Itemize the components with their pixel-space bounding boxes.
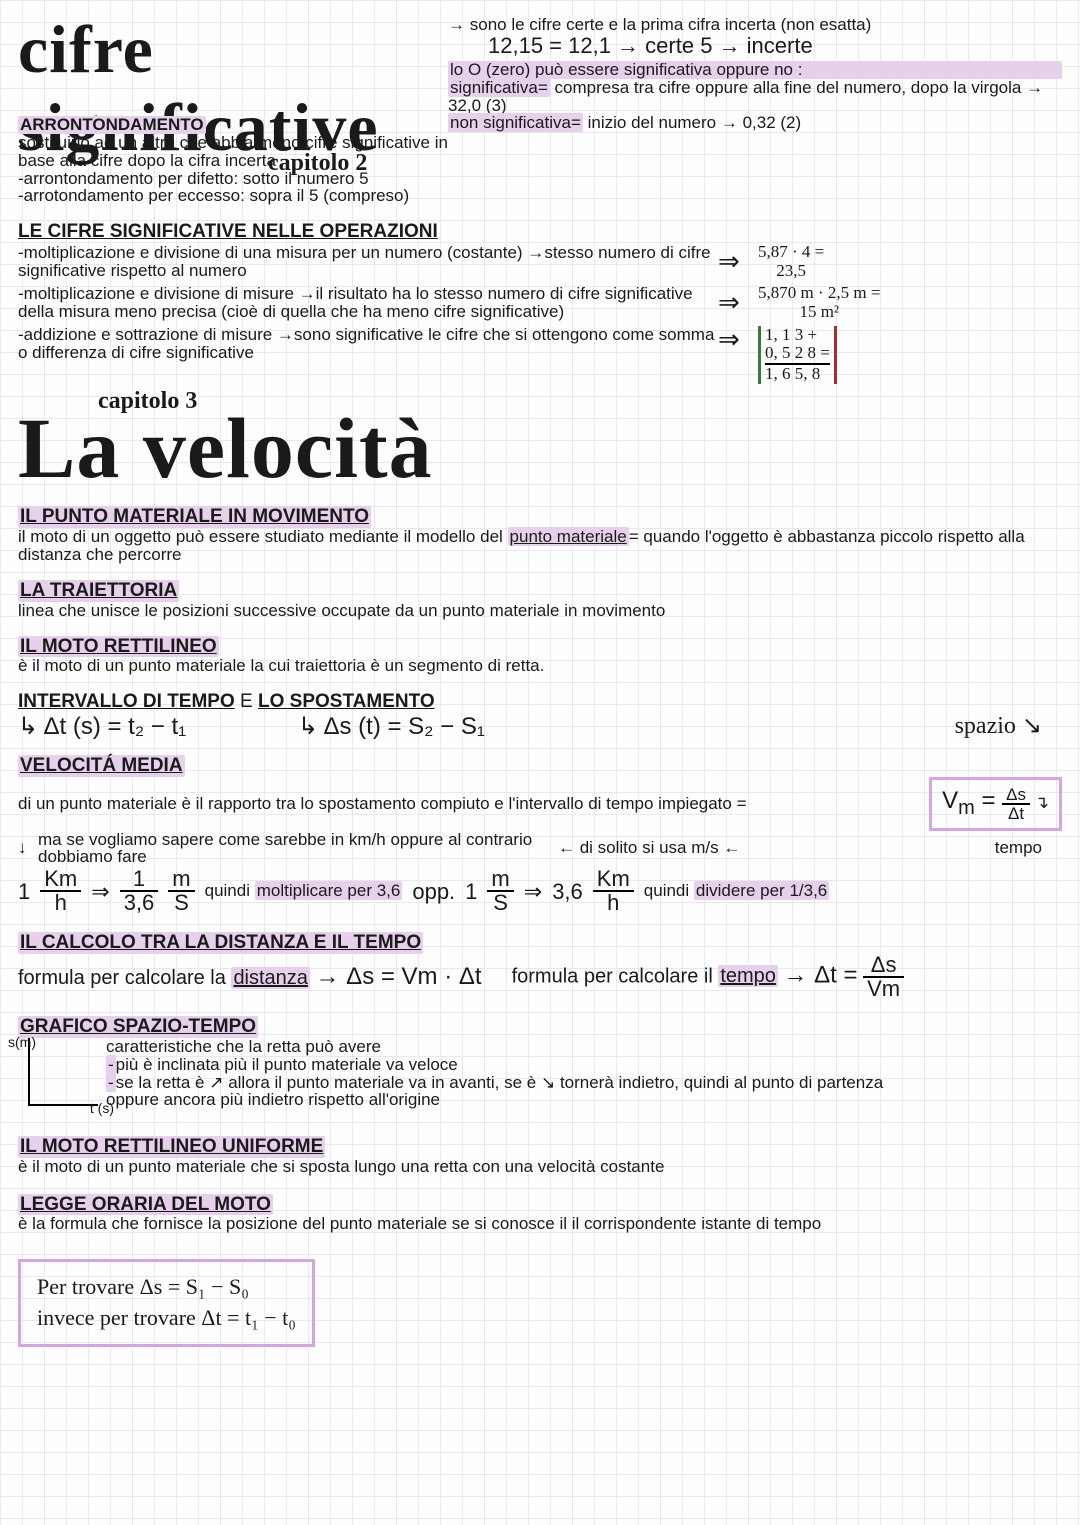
ops-m3-calc: 1, 1 3 + 0, 5 2 8 = 1, 6 5, 8 [758, 326, 837, 384]
s3-head: IL MOTO RETTILINEO [18, 636, 219, 658]
ops-m2-calc: 5,870 m · 2,5 m = 15 m² [758, 284, 880, 321]
s5: VELOCITÁ MEDIA di un punto materiale è i… [18, 747, 1062, 915]
s6: IL CALCOLO TRA LA DISTANZA E IL TEMPO fo… [18, 924, 1062, 1000]
arr-head: ARRONTONDAMENTO [18, 116, 206, 134]
example-digits: 12,15 = 12,1 → certe 5 → incerte [448, 34, 1062, 57]
s2: LA TRAIETTORIA linea che unisce le posiz… [18, 572, 1062, 620]
intro-right: → sono le cifre certe e la prima cifra i… [448, 16, 1062, 34]
s2-head: LA TRAIETTORIA [18, 580, 179, 602]
s6-head: IL CALCOLO TRA LA DISTANZA E IL TEMPO [18, 932, 423, 954]
ops-head: LE CIFRE SIGNIFICATIVE NELLE OPERAZIONI [18, 221, 438, 243]
s3: IL MOTO RETTILINEO è il moto di un punto… [18, 628, 1062, 676]
s8-head: IL MOTO RETTILINEO UNIFORME [18, 1136, 325, 1158]
s8: IL MOTO RETTILINEO UNIFORME è il moto di… [18, 1128, 1062, 1176]
space-time-graph: s(m) t (s) [18, 1038, 98, 1118]
zero-rule: lo O (zero) può essere significativa opp… [448, 61, 1062, 79]
title-ch3: La velocità [18, 399, 433, 498]
ops-m1: -moltiplicazione e divisione di una misu… [18, 244, 718, 280]
s7-head: GRAFICO SPAZIO-TEMPO [18, 1016, 258, 1038]
formula-ds: ↳ Δs (t) = S₂ − S₁ [298, 713, 598, 741]
s5-head: VELOCITÁ MEDIA [18, 755, 185, 777]
s1: IL PUNTO MATERIALE IN MOVIMENTO il moto … [18, 498, 1062, 564]
final-formula-box: Per trovare Δs = S₁ − S₀ invece per trov… [18, 1259, 315, 1347]
s7: GRAFICO SPAZIO-TEMPO s(m) t (s) caratter… [18, 1008, 1062, 1118]
ops-block: LE CIFRE SIGNIFICATIVE NELLE OPERAZIONI … [18, 213, 1062, 384]
s1-head: IL PUNTO MATERIALE IN MOVIMENTO [18, 506, 371, 528]
tempo-label: tempo [982, 839, 1062, 857]
vm-formula-box: Vm = ΔsΔt ↴ [929, 777, 1062, 831]
significativa: significativa= compresa tra cifre oppure… [448, 79, 1062, 115]
s4: INTERVALLO DI TEMPO E LO SPOSTAMENTO ↳ Δ… [18, 683, 1062, 740]
arr-line3: -arrotondamento per eccesso: sopra il 5 … [18, 187, 448, 205]
spazio-label: spazio [955, 713, 1016, 739]
s9: LEGGE ORARIA DEL MOTO è la formula che f… [18, 1186, 1062, 1234]
ops-m2: -moltiplicazione e divisione di misure →… [18, 285, 718, 321]
s9-head: LEGGE ORARIA DEL MOTO [18, 1194, 273, 1216]
ops-m1-calc: 5,87 · 4 = 23,5 [758, 243, 824, 280]
ops-m3: -addizione e sottrazione di misure →sono… [18, 326, 718, 362]
non-significativa: non significativa= inizio del numero → 0… [448, 114, 1062, 132]
formula-dt: ↳ Δt (s) = t₂ − t₁ [18, 713, 298, 741]
